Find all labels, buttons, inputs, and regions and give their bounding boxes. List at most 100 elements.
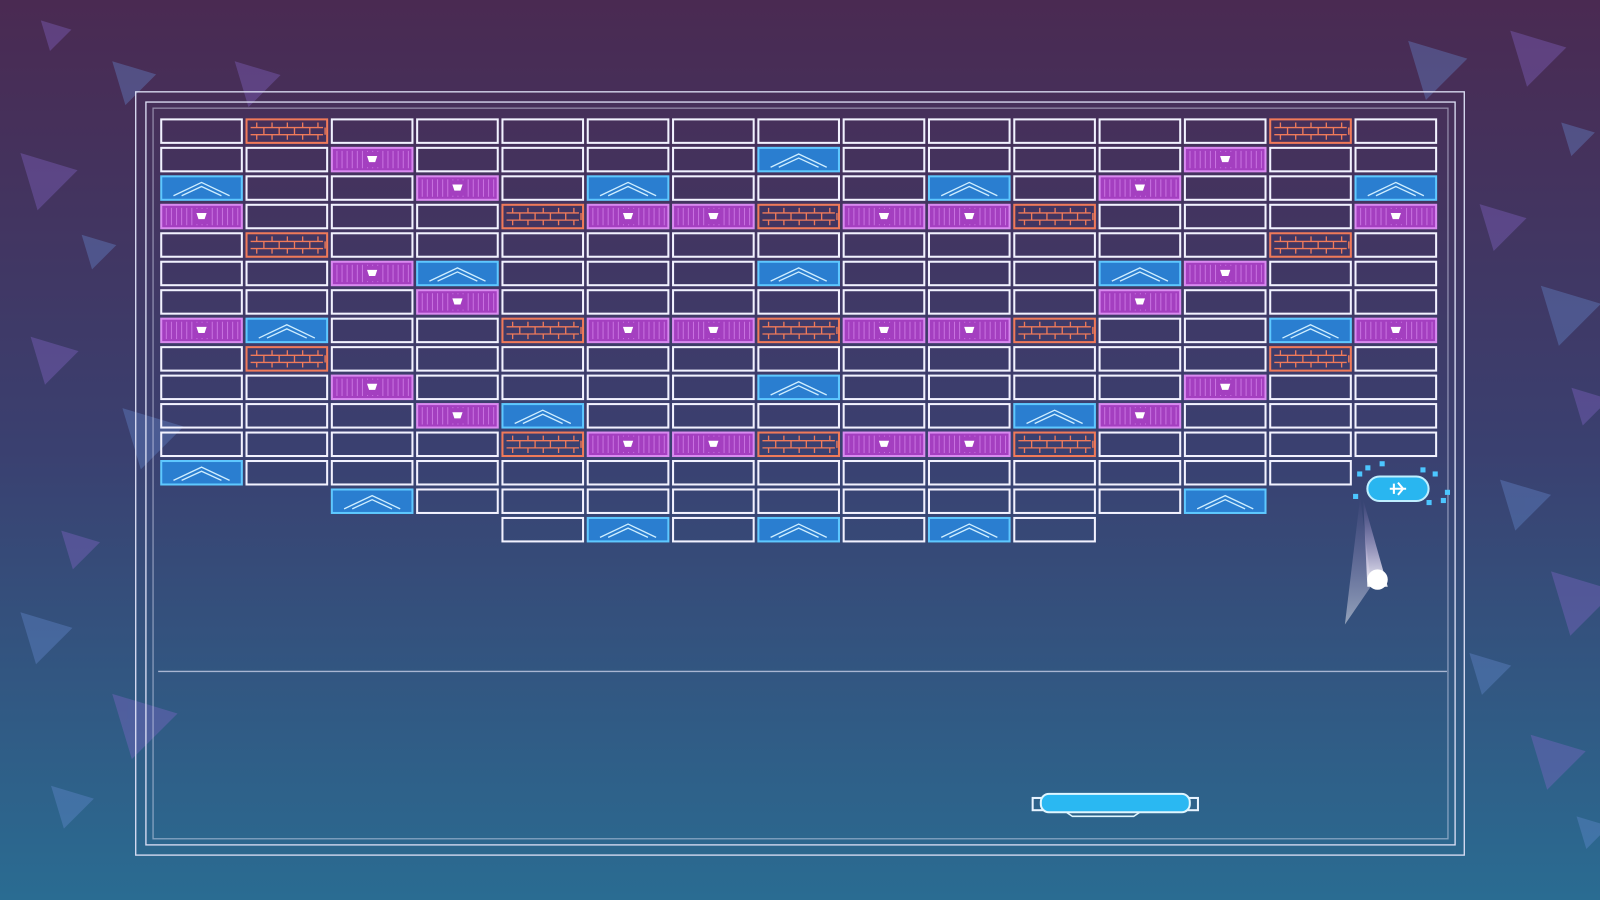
brick-blue	[1269, 317, 1352, 344]
brick-plain	[330, 403, 414, 429]
shard	[112, 693, 178, 760]
brick-pattern	[762, 435, 838, 453]
shard	[1561, 122, 1595, 157]
brick-plain	[757, 289, 841, 315]
brick-plain	[501, 146, 585, 173]
brick-plain	[330, 203, 414, 230]
brick-icon	[1134, 298, 1145, 305]
brick-plain	[416, 146, 499, 173]
brick-icon	[367, 383, 378, 390]
shard	[30, 336, 79, 385]
brick-icon	[878, 212, 890, 220]
brick-pattern	[250, 350, 326, 368]
brick-icon	[940, 523, 998, 538]
brick-plain	[501, 260, 585, 287]
shard	[1530, 734, 1586, 790]
brick-plain	[842, 118, 926, 144]
brick-blue	[757, 516, 841, 543]
brick-plain	[672, 289, 755, 315]
brick-icon	[452, 298, 463, 305]
brick-blue	[586, 516, 670, 543]
brick-icon	[1196, 494, 1254, 510]
brick-pattern	[1018, 435, 1094, 453]
brick-plain	[672, 118, 755, 144]
brick-plain	[757, 118, 841, 144]
brick-plain	[842, 146, 926, 173]
brick-plain	[586, 232, 670, 258]
brick-plain	[672, 175, 755, 201]
shard	[1540, 285, 1600, 346]
brick-plain	[1183, 289, 1267, 315]
sparkle	[1420, 467, 1426, 473]
brick-icon	[622, 440, 634, 447]
brick-plain	[245, 431, 329, 458]
brick-icon	[1282, 324, 1339, 339]
brick-plain	[1354, 431, 1438, 458]
brick-plain	[586, 459, 670, 486]
shard	[51, 785, 94, 829]
brick-plain	[586, 289, 670, 315]
brick-blue	[757, 374, 841, 401]
paddle	[1031, 792, 1199, 818]
shard	[1571, 387, 1600, 426]
brick-plain	[1013, 459, 1096, 486]
brick-orange	[1269, 232, 1352, 258]
brick-plain	[1013, 374, 1096, 401]
brick-icon	[173, 466, 230, 482]
brick-plain	[1183, 232, 1267, 258]
brick-icon	[367, 269, 378, 277]
brick-icon	[1111, 267, 1169, 282]
brick-plain	[1098, 346, 1182, 372]
shard	[1510, 30, 1567, 87]
brick-plain	[160, 232, 243, 258]
shard	[1408, 40, 1468, 100]
brick-icon	[429, 267, 486, 282]
inner-frame-2	[152, 107, 1449, 840]
brick-icon	[964, 440, 975, 447]
brick-plain	[1098, 374, 1182, 401]
brick-plain	[1013, 346, 1096, 372]
brick-plain	[586, 346, 670, 372]
brick-icon	[878, 326, 890, 333]
brick-plain	[1098, 459, 1182, 486]
brick-plain	[586, 374, 670, 401]
brick-plain	[501, 175, 585, 201]
shard	[1551, 571, 1600, 636]
brick-plain	[245, 459, 329, 486]
brick-plain	[245, 260, 329, 287]
brick-plain	[501, 289, 585, 315]
brick-blue	[757, 146, 841, 173]
brick-plain	[245, 403, 329, 429]
brick-plain	[672, 403, 755, 429]
brick-icon	[708, 440, 719, 447]
brick-plain	[501, 232, 585, 258]
brick-blue	[160, 459, 243, 486]
brick-plain	[245, 289, 329, 315]
brick-plain	[1013, 146, 1096, 173]
brick-plain	[842, 403, 926, 429]
brick-icon	[622, 212, 634, 220]
brick-plain	[501, 488, 585, 514]
brick-plain	[1013, 488, 1096, 514]
shard	[1576, 816, 1600, 849]
brick-icon	[1220, 156, 1231, 163]
brick-plain	[842, 516, 926, 543]
brick-icon	[1220, 269, 1231, 277]
brick-blue	[416, 260, 499, 287]
sparkle	[1357, 471, 1363, 477]
brick-grid	[160, 118, 1438, 543]
brick-plain	[586, 260, 670, 287]
brick-plain	[1183, 118, 1267, 144]
brick-plain	[672, 516, 755, 543]
brick-orange	[1269, 118, 1352, 144]
brick-plain	[1013, 118, 1096, 144]
brick-plain	[1269, 374, 1352, 401]
brick-icon	[196, 212, 207, 220]
brick-plain	[330, 431, 414, 458]
brick-orange	[245, 118, 329, 144]
brick-plain	[245, 175, 329, 201]
powerup	[1366, 475, 1430, 503]
brick-plain	[501, 516, 585, 543]
